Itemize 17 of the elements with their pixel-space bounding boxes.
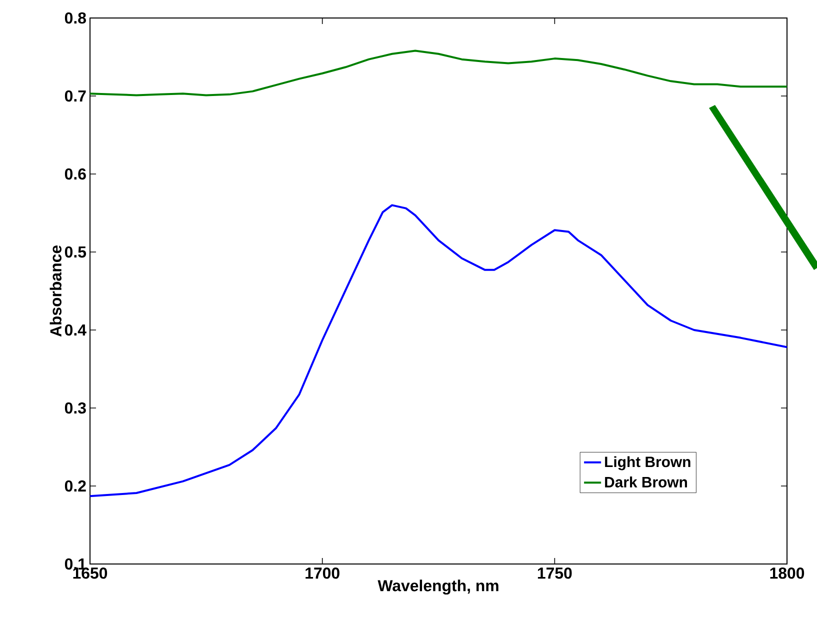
x-tick-label: 1800 (770, 568, 804, 579)
y-tick-label: 0.3 (64, 402, 86, 414)
legend-label: Light Brown (605, 456, 690, 470)
y-tick-label: 0.4 (64, 324, 86, 336)
x-axis-title: Wavelength, nm (378, 580, 498, 595)
y-tick-label: 0.7 (64, 90, 86, 102)
y-tick-label: 0.6 (64, 168, 86, 180)
x-tick-label: 1650 (73, 568, 108, 579)
line-series (90, 50, 788, 96)
x-tick-label: 1700 (306, 568, 340, 579)
legend-label: Dark Brown (605, 476, 687, 488)
y-tick-label: 0.8 (64, 12, 86, 24)
x-tick-label: 1750 (538, 568, 572, 579)
y-axis-title: Absorbance (50, 245, 62, 337)
line-series (90, 204, 788, 498)
y-tick-label: 0.2 (64, 480, 86, 492)
y-tick-label: 0.5 (64, 246, 86, 258)
